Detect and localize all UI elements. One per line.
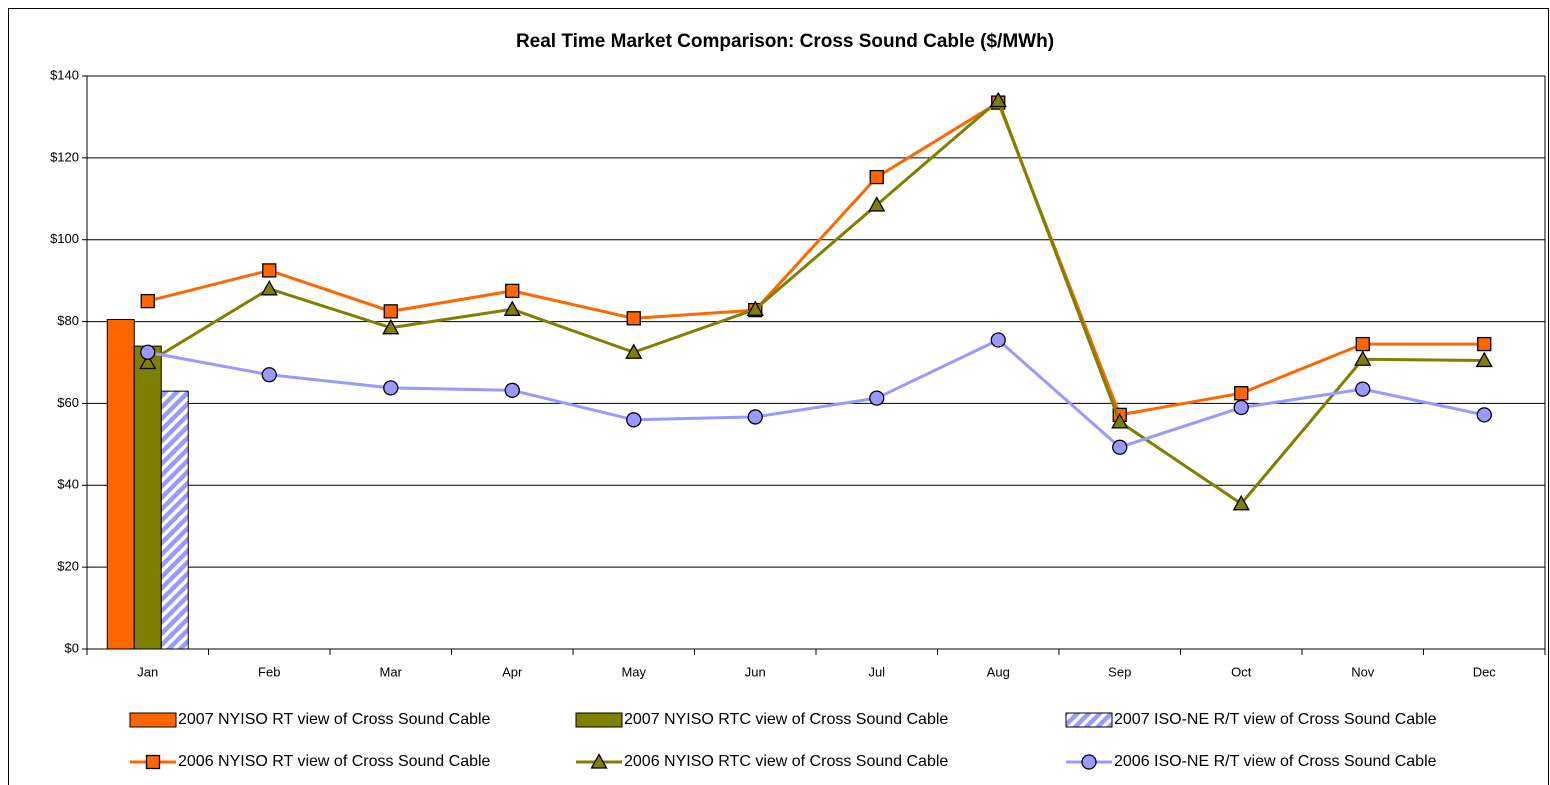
marker <box>1111 413 1129 429</box>
x-tick-label: May <box>621 664 646 679</box>
marker <box>1355 381 1371 397</box>
x-tick-label: Jun <box>745 664 766 679</box>
y-tick-label: $140 <box>50 67 79 82</box>
marker <box>140 293 155 309</box>
legend-swatch <box>129 712 177 728</box>
marker <box>626 311 641 326</box>
y-tick-label: $80 <box>57 313 79 328</box>
y-tick-label: $60 <box>57 395 79 410</box>
bar <box>106 319 135 650</box>
marker <box>869 169 884 185</box>
marker <box>1112 439 1128 455</box>
marker <box>503 300 521 316</box>
marker <box>139 353 157 370</box>
legend-label: 2007 NYISO RTC view of Cross Sound Cable <box>624 711 948 728</box>
marker <box>989 91 1007 108</box>
y-tick-label: $20 <box>57 559 79 574</box>
marker <box>1354 350 1372 366</box>
line <box>147 101 1485 417</box>
marker <box>625 343 643 359</box>
legend-label: 2007 ISO-NE R/T view of Cross Sound Cabl… <box>1114 711 1437 728</box>
marker <box>626 412 642 428</box>
legend-marker <box>145 754 161 770</box>
legend-swatch <box>1065 712 1113 728</box>
legend-swatch <box>575 712 623 728</box>
line <box>147 338 1485 449</box>
marker <box>383 304 398 319</box>
bar <box>133 345 162 650</box>
marker <box>1475 351 1493 368</box>
marker <box>1233 399 1249 416</box>
y-tick-label: $0 <box>65 640 79 655</box>
x-tick-label: Oct <box>1231 664 1252 679</box>
marker <box>746 300 764 316</box>
marker <box>869 390 885 406</box>
legend-label: 2006 NYISO RTC view of Cross Sound Cable <box>624 753 948 770</box>
marker <box>747 409 763 425</box>
marker <box>260 279 278 296</box>
marker <box>261 367 277 383</box>
legend-label: 2006 ISO-NE R/T view of Cross Sound Cabl… <box>1114 753 1437 770</box>
x-tick-label: Sep <box>1108 664 1131 679</box>
marker <box>1477 336 1492 352</box>
marker <box>504 382 520 398</box>
x-tick-label: Mar <box>380 664 403 679</box>
marker <box>1476 407 1492 423</box>
marker <box>990 332 1006 348</box>
legend-marker <box>590 753 608 769</box>
legend-marker <box>1081 754 1097 770</box>
legend-label: 2006 NYISO RT view of Cross Sound Cable <box>178 753 491 770</box>
x-tick-label: Jan <box>137 664 158 679</box>
line <box>146 99 1485 506</box>
x-tick-label: Dec <box>1473 664 1497 679</box>
bar <box>160 390 189 650</box>
x-tick-label: Jul <box>868 664 885 679</box>
marker <box>1355 336 1370 352</box>
y-tick-label: $120 <box>50 149 79 164</box>
marker <box>868 196 886 212</box>
marker <box>382 318 400 335</box>
marker <box>140 344 156 360</box>
marker <box>262 263 277 278</box>
legend-label: 2007 NYISO RT view of Cross Sound Cable <box>178 711 491 728</box>
marker <box>505 283 520 299</box>
chart-title: Real Time Market Comparison: Cross Sound… <box>516 31 1054 52</box>
x-tick-label: Aug <box>987 664 1010 679</box>
x-tick-label: Feb <box>258 664 280 679</box>
chart-frame <box>8 8 1549 785</box>
marker <box>383 380 399 396</box>
x-tick-label: Nov <box>1351 664 1375 679</box>
marker <box>1234 386 1249 401</box>
x-tick-label: Apr <box>502 664 523 679</box>
marker <box>1232 494 1250 511</box>
y-tick-label: $100 <box>50 231 79 246</box>
y-tick-label: $40 <box>57 477 79 492</box>
